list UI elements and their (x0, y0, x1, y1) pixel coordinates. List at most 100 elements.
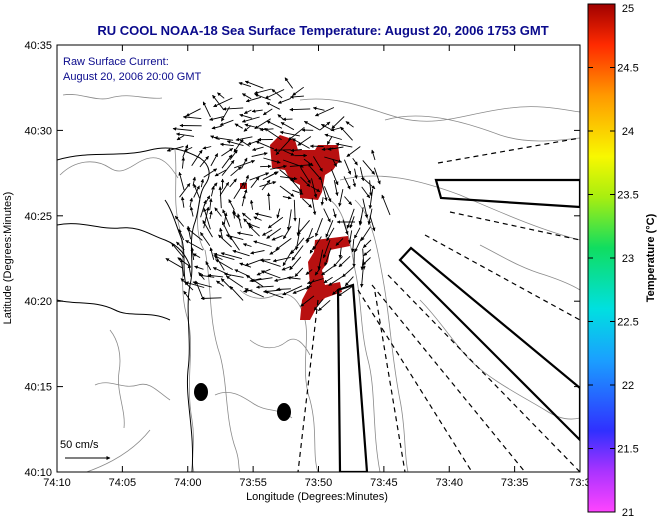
current-vector (297, 136, 312, 146)
x-tick-label: 74:10 (43, 477, 71, 489)
current-vector (292, 285, 312, 294)
current-vector (369, 215, 376, 232)
current-vector (313, 156, 323, 172)
current-vector (289, 163, 312, 167)
current-vector (325, 220, 334, 238)
current-vector (275, 238, 292, 251)
current-vector (245, 96, 262, 103)
current-vector (323, 276, 333, 284)
current-vector (233, 181, 245, 200)
current-vector (210, 185, 215, 197)
radar-beam-lines (297, 137, 580, 472)
current-vector (322, 239, 331, 259)
current-vector (238, 81, 252, 88)
current-vector (241, 116, 260, 123)
current-vector (234, 159, 256, 169)
current-vector (178, 171, 185, 191)
current-vector (279, 185, 295, 197)
current-vector (335, 238, 344, 246)
current-vector (249, 199, 254, 210)
current-vector (226, 275, 244, 288)
current-vector (340, 126, 353, 141)
current-vector (344, 196, 353, 206)
current-vector (294, 267, 304, 277)
current-vector (239, 139, 250, 147)
radar-beam-wedges (336, 178, 580, 472)
current-vector (176, 135, 185, 141)
current-vector (242, 212, 252, 221)
current-vector (266, 120, 283, 129)
current-vector (185, 108, 201, 117)
current-vector (179, 258, 185, 277)
current-vector (260, 270, 281, 279)
current-vector (219, 227, 223, 239)
colorbar-tick-label: 25 (622, 3, 634, 15)
current-vector (250, 277, 273, 283)
current-vector (254, 93, 271, 101)
current-vector (235, 136, 253, 142)
current-vector (360, 226, 371, 241)
current-vector (202, 101, 211, 118)
current-vector (185, 281, 205, 288)
current-vector (333, 256, 343, 268)
x-axis-label: Longitude (Degrees:Minutes) (246, 491, 388, 503)
current-vector (250, 176, 260, 188)
current-vector (243, 174, 249, 189)
current-vector (348, 230, 353, 244)
current-vector (290, 237, 305, 255)
current-vector (215, 259, 233, 270)
current-vector (332, 208, 337, 218)
coastline (57, 147, 210, 472)
colorbar-tick-label: 22 (622, 380, 634, 392)
current-vector (291, 245, 304, 261)
current-vector (333, 180, 339, 197)
x-tick-label: 74:05 (109, 477, 137, 489)
current-vector (284, 77, 294, 89)
current-vector (252, 146, 264, 152)
current-vector (312, 236, 322, 251)
current-vector (242, 243, 252, 247)
current-vector (243, 109, 252, 115)
current-vector (189, 206, 194, 217)
current-vector (266, 192, 271, 211)
current-vector (281, 265, 292, 271)
current-vector (260, 259, 281, 267)
current-vector (305, 235, 314, 242)
y-tick-label: 40:25 (24, 211, 52, 223)
current-vector (292, 86, 304, 96)
current-vector (338, 247, 343, 259)
current-vector (221, 160, 235, 176)
current-vector (203, 168, 218, 178)
current-vector (262, 108, 273, 116)
current-vector (373, 167, 381, 185)
current-vector (310, 186, 321, 193)
current-vector (354, 168, 358, 179)
current-vector (371, 149, 376, 161)
buoy-marker-west (194, 383, 208, 401)
x-tick-label: 74:00 (174, 477, 202, 489)
current-vector (193, 183, 201, 199)
current-vector (277, 97, 291, 104)
current-vector (261, 179, 271, 191)
current-vector (352, 158, 358, 166)
current-vector (314, 107, 335, 117)
current-vector (202, 220, 213, 238)
current-vector (266, 102, 281, 110)
current-vector (221, 154, 233, 169)
colorbar-tick-label: 22.5 (617, 317, 638, 329)
current-vector (271, 88, 283, 99)
current-vector (345, 121, 354, 128)
current-vector (209, 116, 225, 121)
current-vector (290, 178, 303, 193)
current-vector (331, 169, 339, 186)
scale-label: 50 cm/s (60, 439, 99, 451)
current-vector (203, 207, 211, 230)
current-vector (216, 280, 225, 287)
current-vector (239, 262, 252, 268)
current-vector (362, 160, 376, 175)
current-vector (331, 116, 345, 129)
current-vector (262, 229, 273, 236)
current-vector (279, 130, 300, 137)
x-tick-label: 73:3 (569, 477, 590, 489)
current-vector (179, 183, 191, 198)
